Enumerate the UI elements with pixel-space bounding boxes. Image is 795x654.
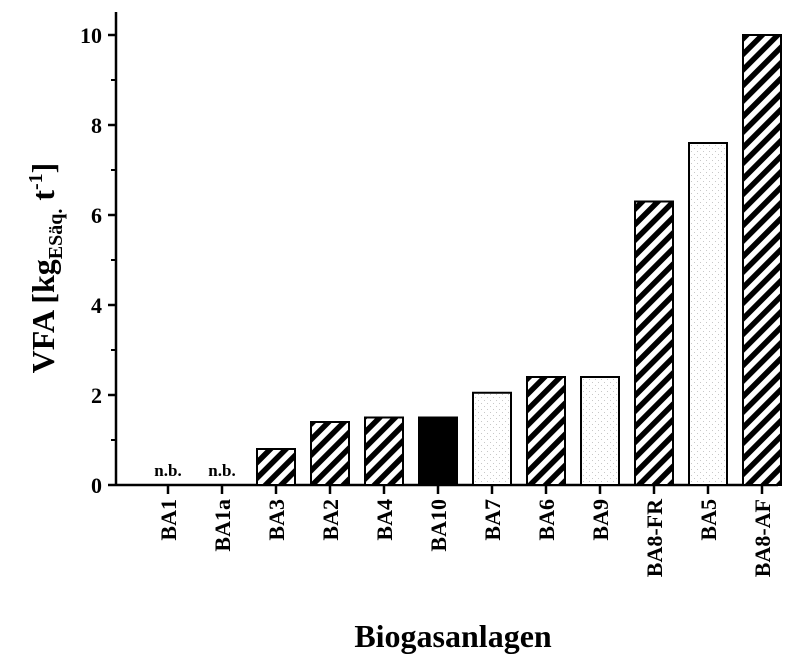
y-tick-label: 8 xyxy=(91,113,102,138)
bar-ba8-fr xyxy=(634,200,674,486)
bar-value-label: n.b. xyxy=(208,461,235,480)
y-tick-label: 4 xyxy=(91,293,102,318)
x-tick-label: BA10 xyxy=(426,499,451,552)
x-tick-label: BA5 xyxy=(696,499,721,541)
y-axis-title-subscript: ESäq. xyxy=(45,209,67,260)
x-tick-label: BA9 xyxy=(588,499,613,541)
y-tick-label: 2 xyxy=(91,383,102,408)
x-tick-label: BA6 xyxy=(534,499,559,541)
bar-ba2 xyxy=(310,421,350,486)
x-tick-label: BA8-AF xyxy=(750,499,775,577)
bars xyxy=(256,34,782,486)
y-axis-title-unit: t xyxy=(25,190,61,209)
x-tick-label: BA2 xyxy=(318,499,343,541)
y-axis-title: VFA [kgESäq. t-1] xyxy=(25,163,67,374)
bar-ba5 xyxy=(688,142,728,486)
bar-ba7 xyxy=(472,391,512,486)
plot-axes xyxy=(114,12,778,487)
bar-ba10 xyxy=(418,416,458,486)
y-tick-label: 0 xyxy=(91,473,102,498)
x-tick-label: BA8-FR xyxy=(642,498,667,577)
category-labels: BA1 BA1a BA3 BA2 BA4 BA10 BA7 BA6 BA9 BA8-FR BA5 BA… xyxy=(156,498,775,577)
bar-ba8-af xyxy=(742,34,782,486)
x-axis-title: Biogasanlagen xyxy=(354,618,552,654)
y-tick-label: 10 xyxy=(80,23,102,48)
x-tick-label: BA1a xyxy=(210,499,235,552)
y-tick-label: 6 xyxy=(91,203,102,228)
bar-ba6 xyxy=(526,376,566,486)
bar-ba3 xyxy=(256,448,296,486)
bar-ba4 xyxy=(364,416,404,486)
y-axis-title-main: VFA [kg xyxy=(25,259,61,373)
bar-ba9 xyxy=(580,376,620,486)
y-axis-title-superscript: -1 xyxy=(25,173,47,190)
x-ticks xyxy=(166,485,764,494)
x-tick-label: BA4 xyxy=(372,499,397,541)
x-tick-label: BA7 xyxy=(480,499,505,541)
x-tick-label: BA3 xyxy=(264,499,289,541)
y-ticks: 0 2 4 6 8 10 xyxy=(80,23,116,498)
bar-value-labels: n.b. n.b. xyxy=(154,461,235,480)
bar-value-label: n.b. xyxy=(154,461,181,480)
y-axis-title-close: ] xyxy=(25,163,61,174)
x-tick-label: BA1 xyxy=(156,499,181,541)
